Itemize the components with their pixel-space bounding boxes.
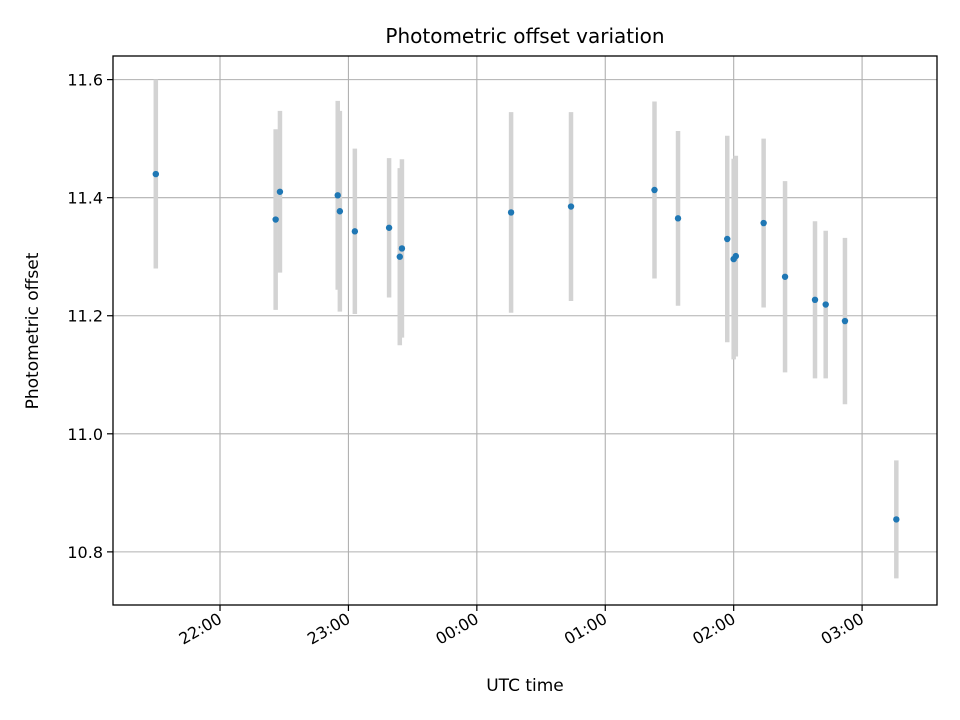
y-axis-ticks: 10.8 11.0 11.2 11.4 11.6 — [67, 71, 113, 562]
x-tick-label: 02:00 — [689, 609, 738, 649]
chart-title: Photometric offset variation — [385, 24, 664, 48]
y-axis-label: Photometric offset — [23, 252, 43, 409]
y-tick-label: 11.6 — [67, 71, 103, 90]
y-tick-label: 11.0 — [67, 425, 103, 444]
x-tick-label: 00:00 — [432, 609, 481, 649]
data-point — [398, 245, 406, 252]
data-point — [724, 235, 731, 243]
data-point — [567, 203, 575, 210]
x-axis-label: UTC time — [486, 676, 564, 696]
data-point — [781, 273, 789, 280]
data-point — [893, 516, 900, 523]
x-tick-label: 01:00 — [561, 609, 610, 649]
plot-frame — [112, 55, 938, 606]
data-point — [822, 301, 829, 308]
x-tick-label: 22:00 — [176, 609, 225, 649]
x-axis-ticks: 22:00 23:00 00:00 01:00 02:00 03:00 — [176, 605, 867, 649]
data-point — [272, 216, 279, 223]
x-tick-label: 03:00 — [818, 609, 867, 649]
data-point — [507, 209, 515, 216]
data-point — [276, 188, 284, 195]
data-point — [152, 170, 160, 178]
y-tick-label: 11.4 — [67, 189, 103, 208]
data-point — [841, 317, 849, 325]
data-points — [152, 170, 900, 523]
data-point — [811, 296, 819, 304]
data-point — [351, 228, 359, 235]
data-point — [674, 215, 682, 222]
data-point — [334, 192, 341, 199]
y-tick-label: 11.2 — [67, 307, 103, 326]
x-tick-label: 23:00 — [304, 609, 353, 649]
data-point — [732, 252, 740, 260]
data-point — [651, 186, 658, 194]
error-bars — [153, 79, 899, 579]
data-point — [336, 208, 344, 215]
data-point — [385, 224, 393, 231]
data-point — [760, 219, 767, 227]
y-tick-label: 10.8 — [67, 543, 103, 562]
data-point — [396, 253, 403, 260]
